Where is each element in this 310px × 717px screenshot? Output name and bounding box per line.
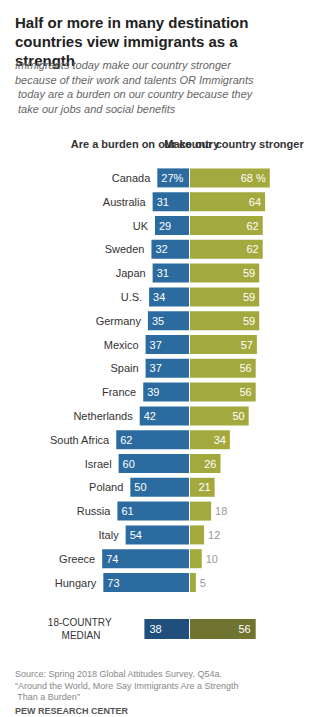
svg-text:Poland: Poland bbox=[89, 481, 123, 493]
svg-text:37: 37 bbox=[150, 339, 162, 351]
svg-text:Canada: Canada bbox=[112, 172, 151, 184]
svg-text:60: 60 bbox=[123, 458, 135, 470]
svg-text:Immigrants today make our coun: Immigrants today make our country strong… bbox=[15, 59, 234, 71]
svg-text:because of their work and tale: because of their work and talents OR Imm… bbox=[15, 74, 254, 86]
svg-text:Netherlands: Netherlands bbox=[73, 410, 133, 422]
svg-text:29: 29 bbox=[159, 220, 171, 232]
svg-text:Source: Spring 2018 Global Att: Source: Spring 2018 Global Attitudes Sur… bbox=[15, 669, 222, 679]
svg-text:U.S.: U.S. bbox=[121, 291, 142, 303]
svg-text:56: 56 bbox=[239, 362, 251, 374]
svg-text:59: 59 bbox=[243, 291, 255, 303]
svg-text:Mexico: Mexico bbox=[104, 339, 139, 351]
svg-text:62: 62 bbox=[246, 243, 258, 255]
svg-text:5: 5 bbox=[200, 577, 206, 589]
svg-text:34: 34 bbox=[153, 291, 165, 303]
svg-text:18-COUNTRY: 18-COUNTRY bbox=[48, 617, 114, 628]
svg-text:Make our country stronger: Make our country stronger bbox=[164, 138, 304, 150]
svg-text:Australia: Australia bbox=[103, 196, 147, 208]
svg-text:34: 34 bbox=[214, 434, 226, 446]
svg-text:50: 50 bbox=[232, 410, 244, 422]
svg-text:Half or more in many destinati: Half or more in many destination bbox=[15, 14, 253, 31]
svg-text:Italy: Italy bbox=[98, 529, 119, 541]
svg-text:74: 74 bbox=[106, 553, 118, 565]
svg-text:64: 64 bbox=[249, 196, 261, 208]
svg-text:73: 73 bbox=[107, 577, 119, 589]
svg-text:UK: UK bbox=[133, 220, 149, 232]
svg-text:Greece: Greece bbox=[59, 553, 95, 565]
svg-text:26: 26 bbox=[204, 458, 216, 470]
svg-text:35: 35 bbox=[152, 315, 164, 327]
svg-text:Japan: Japan bbox=[116, 267, 146, 279]
svg-text:21: 21 bbox=[198, 481, 210, 493]
svg-text:62: 62 bbox=[120, 434, 132, 446]
svg-text:Than a Burden”: Than a Burden” bbox=[15, 692, 80, 702]
svg-text:South Africa: South Africa bbox=[50, 434, 110, 446]
svg-text:take our jobs and social benef: take our jobs and social benefits bbox=[15, 103, 176, 115]
svg-text:37: 37 bbox=[150, 362, 162, 374]
svg-text:56: 56 bbox=[238, 623, 250, 635]
svg-text:54: 54 bbox=[130, 529, 142, 541]
svg-text:59: 59 bbox=[243, 267, 255, 279]
svg-text:56: 56 bbox=[239, 386, 251, 398]
svg-text:12: 12 bbox=[208, 529, 220, 541]
svg-text:31: 31 bbox=[157, 267, 169, 279]
svg-text:Spain: Spain bbox=[110, 362, 138, 374]
svg-text:27%: 27% bbox=[161, 172, 183, 184]
svg-text:18: 18 bbox=[215, 505, 227, 517]
svg-text:MEDIAN: MEDIAN bbox=[62, 630, 101, 641]
svg-text:57: 57 bbox=[241, 339, 253, 351]
svg-text:42: 42 bbox=[144, 410, 156, 422]
svg-text:“Around the World, More Say Im: “Around the World, More Say Immigrants A… bbox=[15, 681, 238, 691]
svg-text:countries view immigrants as a: countries view immigrants as a bbox=[15, 33, 242, 50]
svg-text:Israel: Israel bbox=[85, 458, 112, 470]
svg-text:Russia: Russia bbox=[77, 505, 112, 517]
svg-text:59: 59 bbox=[243, 315, 255, 327]
svg-text:10: 10 bbox=[206, 553, 218, 565]
svg-text:38: 38 bbox=[149, 623, 161, 635]
svg-text:39: 39 bbox=[147, 386, 159, 398]
svg-text:Hungary: Hungary bbox=[55, 577, 97, 589]
svg-text:62: 62 bbox=[246, 220, 258, 232]
svg-text:France: France bbox=[102, 386, 136, 398]
svg-text:Sweden: Sweden bbox=[105, 243, 145, 255]
svg-text:32: 32 bbox=[155, 243, 167, 255]
svg-text:PEW RESEARCH CENTER: PEW RESEARCH CENTER bbox=[15, 706, 129, 716]
svg-text:68 %: 68 % bbox=[241, 172, 266, 184]
svg-text:31: 31 bbox=[157, 196, 169, 208]
svg-text:Germany: Germany bbox=[96, 315, 142, 327]
svg-text:50: 50 bbox=[134, 481, 146, 493]
svg-text:today are a burden on our coun: today are a burden on our country becaus… bbox=[15, 88, 254, 100]
svg-text:61: 61 bbox=[121, 505, 133, 517]
svg-text:Are a burden on our country: Are a burden on our country bbox=[70, 137, 220, 150]
